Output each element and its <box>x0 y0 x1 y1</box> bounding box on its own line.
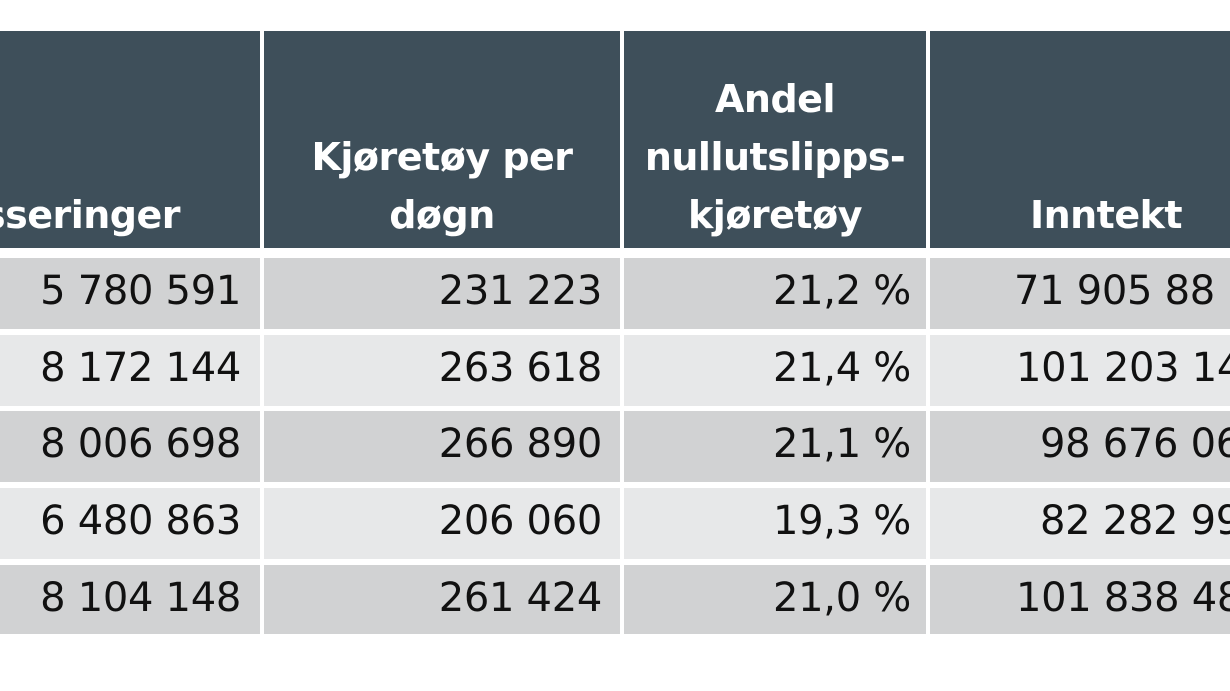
cell-passeringer: 8 104 148 <box>0 565 260 634</box>
header-kjoretoy-per-dogn: Kjøretøy per døgn <box>264 31 620 248</box>
header-andel-line-2: nullutslipps- <box>644 135 906 179</box>
cell-kjoretoy-per-dogn: 261 424 <box>264 565 620 634</box>
cell-andel: 21,1 % <box>624 411 926 482</box>
cell-passeringer: 5 780 591 <box>0 258 260 329</box>
header-kjoretoy-line-2: døgn <box>389 193 495 237</box>
cell-kjoretoy-per-dogn: 263 618 <box>264 335 620 406</box>
cell-kjoretoy-per-dogn: 266 890 <box>264 411 620 482</box>
cell-passeringer: 8 172 144 <box>0 335 260 406</box>
cell-inntekt: 71 905 88 <box>930 258 1230 329</box>
cell-andel: 21,4 % <box>624 335 926 406</box>
header-passeringer: sseringer <box>0 31 260 248</box>
cell-passeringer: 6 480 863 <box>0 488 260 559</box>
cell-andel: 19,3 % <box>624 488 926 559</box>
cell-inntekt: 82 282 99 <box>930 488 1230 559</box>
cell-andel: 21,0 % <box>624 565 926 634</box>
cell-kjoretoy-per-dogn: 206 060 <box>264 488 620 559</box>
cell-inntekt: 101 203 14 <box>930 335 1230 406</box>
header-inntekt-line-1: Inntekt <box>1029 193 1183 237</box>
cell-inntekt: 101 838 48 <box>930 565 1230 634</box>
cell-inntekt: 98 676 06 <box>930 411 1230 482</box>
cell-kjoretoy-per-dogn: 231 223 <box>264 258 620 329</box>
header-andel-line-3: kjøretøy <box>688 193 862 237</box>
header-inntekt: Inntekt <box>930 31 1230 248</box>
header-passeringer-line-1: sseringer <box>0 193 181 237</box>
header-andel-line-1: Andel <box>715 77 835 121</box>
cell-andel: 21,2 % <box>624 258 926 329</box>
header-andel-nullutslipp: Andel nullutslipps- kjøretøy <box>624 31 926 248</box>
cell-passeringer: 8 006 698 <box>0 411 260 482</box>
header-kjoretoy-line-1: Kjøretøy per <box>311 135 573 179</box>
